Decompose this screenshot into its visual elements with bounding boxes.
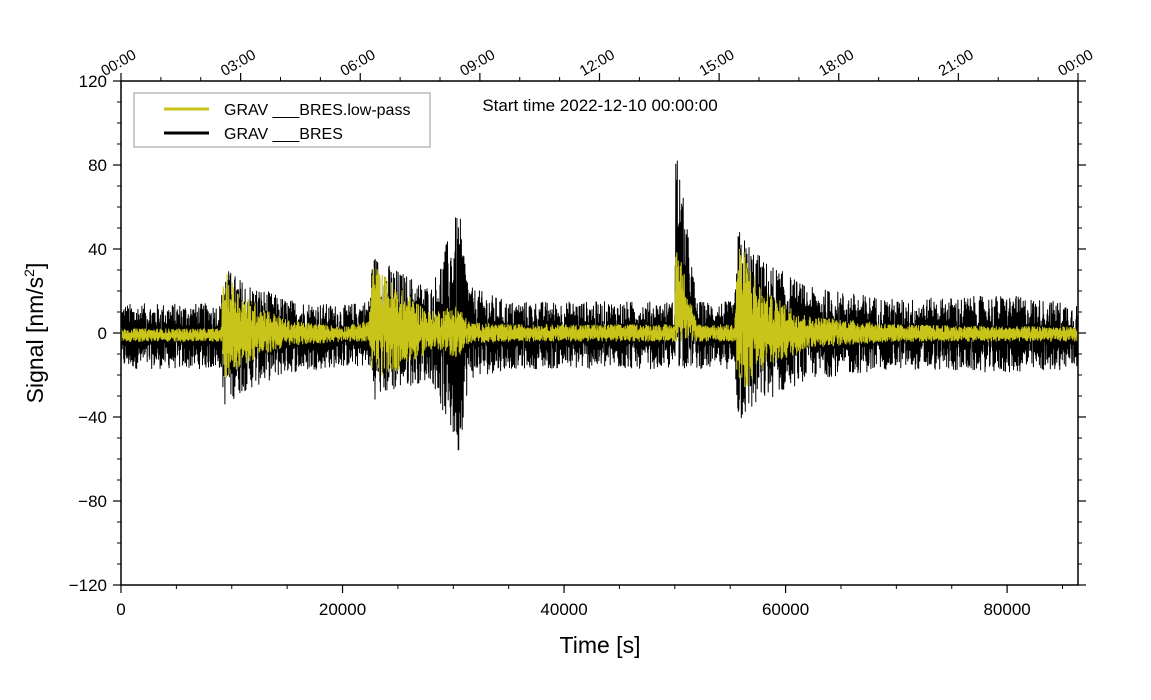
legend: GRAV ___BRES.low-pass GRAV ___BRES: [133, 92, 431, 148]
legend-label-lowpass: GRAV ___BRES.low-pass: [224, 102, 410, 119]
plot-frame: [120, 80, 1079, 586]
series-raw-trace: [121, 160, 1078, 451]
x-tick-label: 80000: [983, 600, 1030, 619]
start-time-annotation: Start time 2022-12-10 00:00:00: [482, 96, 717, 115]
x-tick-label: 40000: [540, 600, 587, 619]
top-tick-label: 21:00: [936, 46, 977, 79]
y-tick-label: −40: [78, 408, 107, 427]
legend-box: [133, 92, 431, 148]
y-axis-title-sup: 2: [21, 269, 37, 277]
y-tick-label: 40: [88, 240, 107, 259]
x-tick-label: 60000: [762, 600, 809, 619]
top-tick-label: 06:00: [337, 46, 378, 79]
top-tick-label: 00:00: [1055, 46, 1096, 79]
series-layer: [121, 160, 1078, 451]
y-tick-label: −80: [78, 492, 107, 511]
y-tick-label: 120: [79, 72, 107, 91]
x-tick-label: 20000: [319, 600, 366, 619]
top-tick-label: 09:00: [457, 46, 498, 79]
y-tick-label: 0: [98, 324, 107, 343]
top-tick-label: 12:00: [577, 46, 618, 79]
y-axis-title-end: ]: [22, 263, 48, 269]
top-tick-label: 00:00: [98, 46, 139, 79]
legend-label-raw: GRAV ___BRES: [224, 126, 343, 143]
x-tick-label: 0: [116, 600, 125, 619]
y-axis-title-main: Signal [nm/s: [22, 277, 48, 404]
y-tick-label: 80: [88, 156, 107, 175]
series-lowpass-trace: [121, 248, 1078, 388]
top-tick-label: 03:00: [218, 46, 259, 79]
x-axis-title: Time [s]: [560, 632, 641, 658]
top-tick-label: 18:00: [816, 46, 857, 79]
y-axis-title: Signal [nm/s2]: [21, 263, 48, 404]
top-tick-label: 15:00: [696, 46, 737, 79]
y-tick-label: −120: [69, 576, 107, 595]
